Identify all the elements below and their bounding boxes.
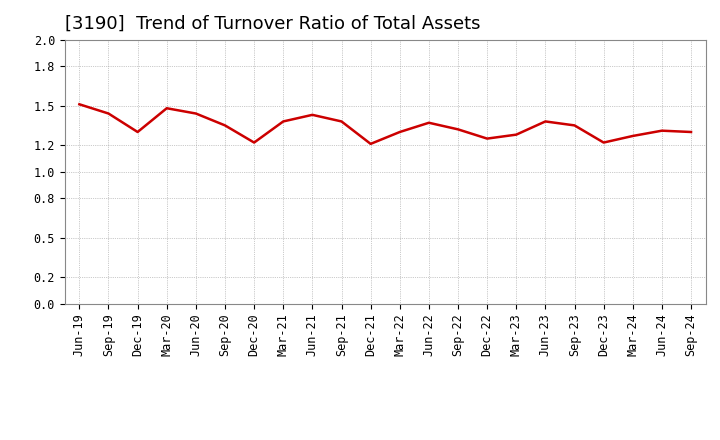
Text: [3190]  Trend of Turnover Ratio of Total Assets: [3190] Trend of Turnover Ratio of Total … bbox=[65, 15, 480, 33]
